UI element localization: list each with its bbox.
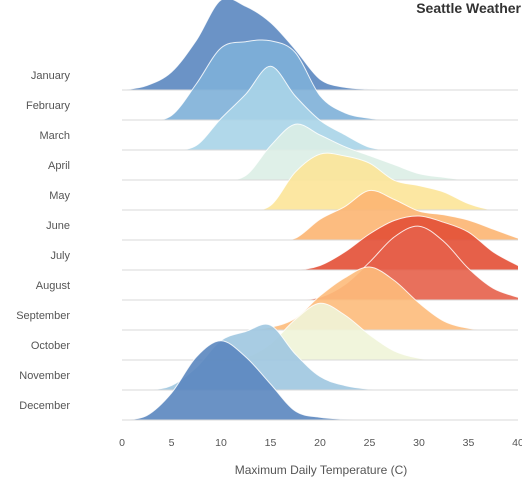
x-tick-label: 10	[215, 437, 227, 449]
ridge-area-april	[122, 123, 518, 181]
month-label-october: October	[31, 340, 70, 352]
month-label-june: June	[46, 220, 70, 232]
month-label-august: August	[36, 280, 70, 292]
month-label-march: March	[39, 130, 70, 142]
ridge-area-february	[122, 39, 518, 121]
ridge-area-december	[122, 340, 518, 421]
ridge-series-group	[121, 0, 519, 421]
month-label-july: July	[50, 250, 70, 262]
ridge-area-august	[122, 226, 518, 301]
month-label-may: May	[49, 190, 70, 202]
x-tick-label: 35	[463, 437, 475, 449]
month-label-december: December	[19, 400, 70, 412]
x-tick-label: 5	[169, 437, 175, 449]
month-label-february: February	[26, 100, 71, 112]
ridge-october	[122, 302, 518, 361]
ridge-may	[121, 152, 519, 211]
x-axis-ticks: 0 5 10 15 20 25 30 35 40	[119, 437, 522, 449]
x-tick-label: 40	[512, 437, 522, 449]
x-tick-label: 0	[119, 437, 125, 449]
month-label-november: November	[19, 370, 70, 382]
x-axis-title: Maximum Daily Temperature (C)	[235, 463, 407, 477]
ridge-area-march	[122, 66, 518, 151]
chart-title: Seattle Weather	[416, 0, 521, 16]
ridge-area-september	[122, 266, 518, 331]
month-label-january: January	[31, 70, 71, 82]
month-label-april: April	[48, 160, 70, 172]
x-tick-label: 25	[364, 437, 376, 449]
month-label-september: September	[16, 310, 70, 322]
month-labels: January February March April May June July Augu…	[16, 70, 70, 412]
x-tick-label: 20	[314, 437, 326, 449]
ridge-area-may	[122, 153, 518, 211]
x-tick-label: 30	[413, 437, 425, 449]
x-tick-label: 15	[265, 437, 277, 449]
ridge-area-october	[122, 303, 518, 361]
ridge-december	[121, 340, 518, 421]
